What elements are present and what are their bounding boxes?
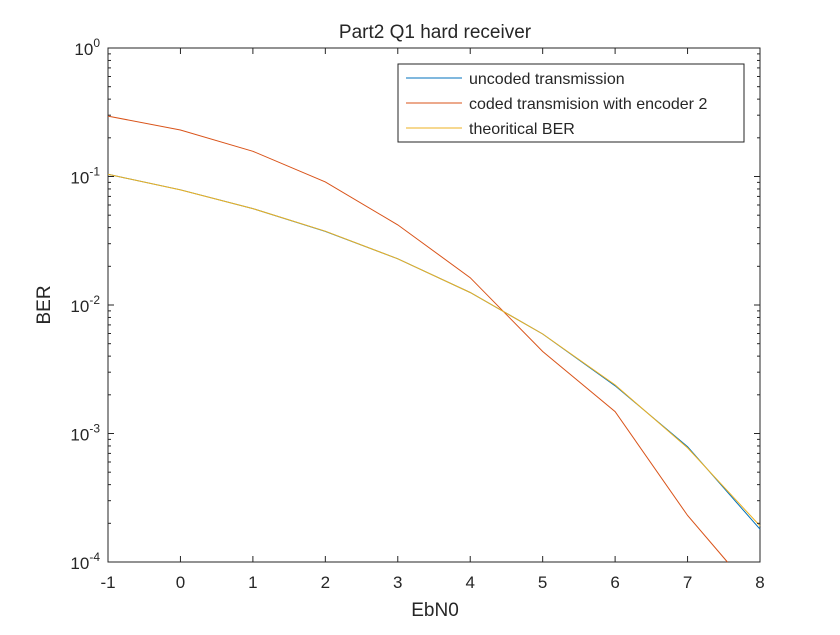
series-line-3 — [107, 173, 761, 527]
series-line-2 — [107, 115, 728, 563]
x-tick-label: 8 — [755, 573, 764, 592]
x-tick-label: 6 — [610, 573, 619, 592]
y-tick-label: 100 — [74, 36, 100, 59]
y-tick-label: 10-1 — [70, 165, 100, 188]
legend-label-1: uncoded transmission — [469, 71, 625, 88]
x-tick-label: -1 — [100, 573, 115, 592]
x-tick-label: 4 — [465, 573, 474, 592]
legend: uncoded transmission coded transmision wi… — [397, 63, 745, 143]
x-tick-label: 0 — [176, 573, 185, 592]
tick-layer: -1 0 1 2 3 4 5 6 7 8 100 10-1 10-2 10-3 10-4 — [70, 36, 764, 592]
x-tick-label: 1 — [248, 573, 257, 592]
x-tick-label: 3 — [393, 573, 402, 592]
y-axis-label: BER — [34, 285, 55, 324]
x-tick-label: 7 — [683, 573, 692, 592]
y-tick-label: 10-4 — [70, 550, 100, 573]
x-tick-label: 5 — [538, 573, 547, 592]
series-layer — [107, 115, 761, 563]
x-tick-label: 2 — [321, 573, 330, 592]
y-tick-label: 10-2 — [70, 293, 100, 316]
legend-label-3: theoritical BER — [469, 121, 575, 138]
legend-label-2: coded transmision with encoder 2 — [469, 96, 707, 113]
chart-title: Part2 Q1 hard receiver — [339, 22, 532, 43]
x-axis-label: EbN0 — [411, 600, 459, 621]
y-tick-label: 10-3 — [70, 422, 100, 445]
